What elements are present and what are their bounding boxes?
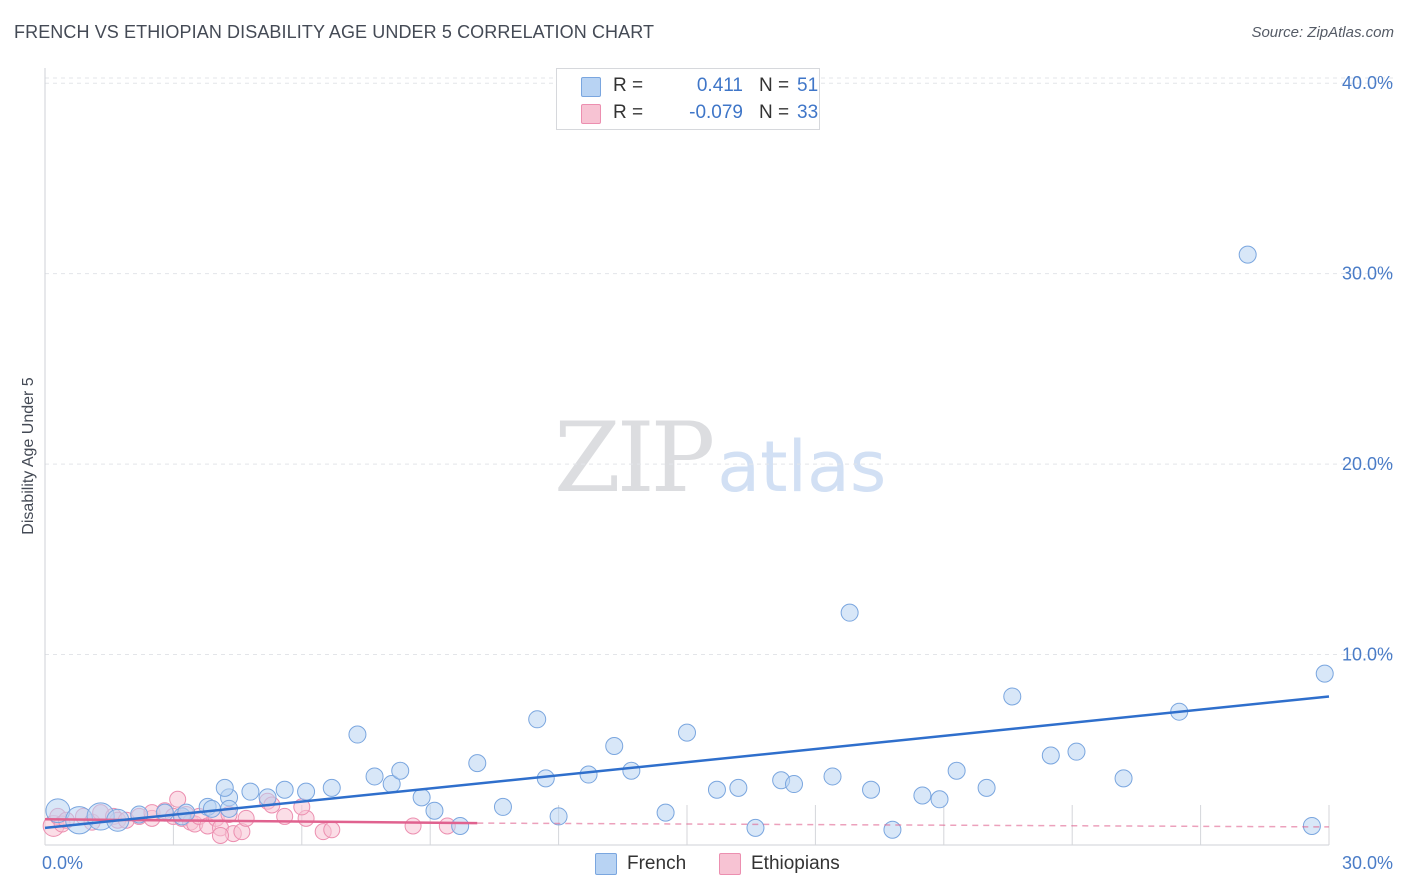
french-point — [322, 778, 341, 797]
french-n-label: N = — [759, 75, 790, 96]
french-n-value: 51 — [797, 75, 819, 96]
french-point — [275, 780, 294, 799]
french-point — [493, 797, 512, 816]
french-trend-line — [44, 695, 1330, 830]
trend-lines — [44, 695, 1330, 830]
french-point — [1114, 769, 1133, 788]
french-point — [930, 790, 949, 809]
y-tick-label: 20.0% — [1342, 454, 1393, 474]
ethiopians-point — [237, 809, 255, 827]
french-point — [391, 761, 410, 780]
french-point — [656, 803, 675, 822]
french-point — [365, 767, 384, 786]
y-tick-label: 40.0% — [1342, 73, 1393, 93]
ethiopians-point — [323, 821, 341, 839]
french-point — [862, 780, 881, 799]
french-point — [468, 754, 487, 773]
french-point — [528, 710, 547, 729]
ethiopians-legend-swatch — [719, 853, 741, 875]
french-point — [1315, 664, 1334, 683]
french-point — [883, 820, 902, 839]
stats-legend: R = 0.411 N = 51 R = -0.079 N = 33 — [556, 68, 820, 130]
ethiopians-n-value: 33 — [797, 102, 819, 123]
french-legend-swatch — [595, 853, 617, 875]
french-swatch — [581, 77, 601, 97]
ethiopians-trend-dashed — [477, 822, 1330, 828]
ethiopians-swatch — [581, 104, 601, 124]
french-point — [823, 767, 842, 786]
french-point — [241, 782, 260, 801]
french-point — [348, 725, 367, 744]
french-point — [913, 786, 932, 805]
french-point — [451, 816, 470, 835]
french-point — [622, 761, 641, 780]
french-point — [977, 778, 996, 797]
x-tick-label-end: 30.0% — [1342, 853, 1393, 873]
ethiopians-r-label: R = — [613, 102, 644, 123]
axis-labels: 10.0% 20.0% 30.0% 40.0% 0.0% 30.0% Disability … — [20, 73, 1393, 873]
french-point — [707, 780, 726, 799]
french-point — [1067, 742, 1086, 761]
french-point — [155, 803, 174, 822]
watermark-atlas: atlas — [717, 426, 887, 508]
french-r-label: R = — [613, 75, 644, 96]
ethiopians-r-value: -0.079 — [689, 102, 743, 123]
french-point — [678, 723, 696, 742]
y-tick-label: 30.0% — [1342, 264, 1393, 284]
french-point — [579, 765, 598, 784]
french-point — [202, 799, 221, 818]
ethiopians-n-label: N = — [759, 102, 790, 123]
french-point — [840, 603, 859, 622]
watermark-zip: ZIP — [554, 402, 715, 514]
french-point — [729, 778, 748, 797]
french-point — [215, 778, 234, 797]
french-point — [425, 801, 444, 820]
axes — [44, 68, 1330, 846]
grid-lines — [45, 77, 1393, 656]
french-point — [947, 761, 966, 780]
french-point — [297, 782, 316, 801]
chart-title: FRENCH VS ETHIOPIAN DISABILITY AGE UNDER… — [14, 22, 655, 42]
ethiopians-point — [169, 790, 187, 808]
french-point — [549, 807, 568, 826]
french-point — [1302, 816, 1321, 835]
ethiopians-point — [404, 817, 422, 835]
y-axis-label: Disability Age Under 5 — [20, 377, 37, 535]
french-point — [1041, 746, 1060, 765]
french-points — [45, 245, 1334, 839]
y-tick-label: 10.0% — [1342, 645, 1393, 665]
watermark: ZIPatlas — [554, 402, 886, 514]
ethiopians-point — [211, 826, 229, 844]
source-credit: Source: ZipAtlas.com — [1251, 24, 1394, 41]
x-tick-label-start: 0.0% — [42, 853, 83, 873]
french-point — [412, 788, 431, 807]
french-point — [746, 818, 765, 837]
french-point — [1003, 687, 1022, 706]
french-point — [1238, 245, 1257, 264]
ethiopians-legend-label: Ethiopians — [751, 853, 840, 874]
french-point — [785, 775, 803, 794]
french-r-value: 0.411 — [696, 75, 743, 96]
french-point — [605, 736, 624, 755]
french-legend-label: French — [627, 853, 687, 874]
